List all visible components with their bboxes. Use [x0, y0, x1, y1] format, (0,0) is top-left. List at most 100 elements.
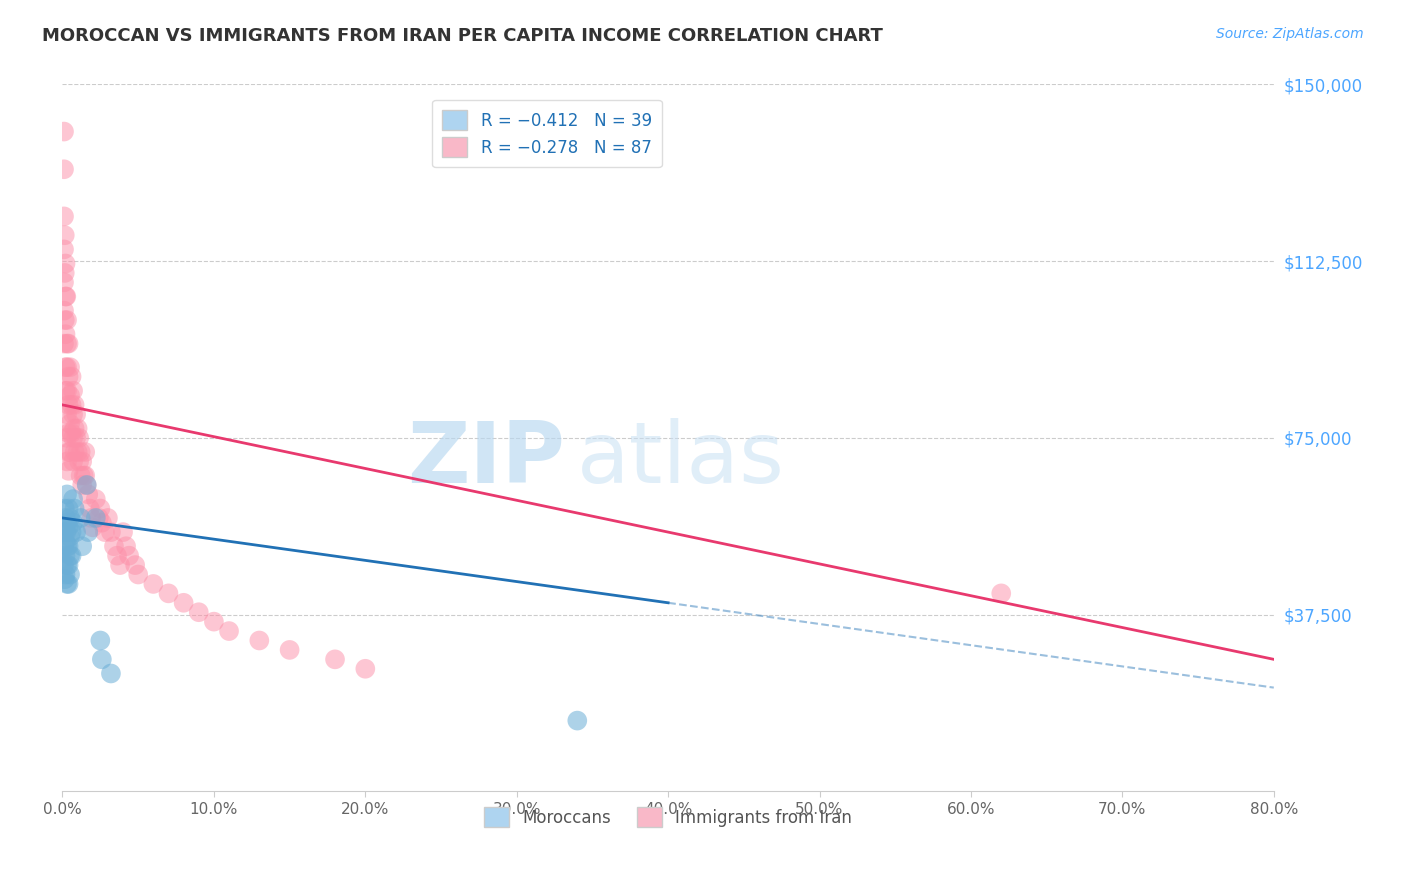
Point: [56, 487, 79, 501]
Point: [63, 421, 86, 435]
Point: [62, 454, 84, 468]
Point: [70, 478, 93, 492]
Point: [55, 567, 77, 582]
Point: [58, 336, 80, 351]
Point: [56, 360, 79, 375]
Point: [58, 426, 80, 441]
Point: [67, 431, 90, 445]
Point: [53, 558, 76, 573]
Point: [62, 384, 84, 398]
Point: [53, 336, 76, 351]
Point: [55, 327, 77, 342]
Point: [53, 501, 76, 516]
Point: [60, 549, 83, 563]
Point: [354, 662, 377, 676]
Point: [56, 516, 79, 530]
Point: [62, 516, 84, 530]
Point: [53, 266, 76, 280]
Point: [59, 417, 82, 431]
Point: [55, 256, 77, 270]
Point: [58, 577, 80, 591]
Point: [65, 407, 87, 421]
Point: [105, 549, 128, 563]
Point: [53, 572, 76, 586]
Point: [66, 445, 89, 459]
Point: [103, 539, 125, 553]
Point: [56, 407, 79, 421]
Point: [60, 398, 83, 412]
Text: ZIP: ZIP: [408, 417, 565, 500]
Point: [70, 539, 93, 553]
Point: [59, 445, 82, 459]
Point: [100, 525, 122, 540]
Point: [84, 492, 107, 507]
Point: [62, 407, 84, 421]
Point: [69, 445, 91, 459]
Point: [53, 276, 76, 290]
Point: [58, 501, 80, 516]
Point: [77, 487, 100, 501]
Point: [60, 369, 83, 384]
Point: [75, 445, 97, 459]
Point: [66, 421, 89, 435]
Point: [100, 666, 122, 681]
Point: [58, 464, 80, 478]
Point: [53, 210, 76, 224]
Point: [127, 567, 149, 582]
Point: [58, 539, 80, 553]
Point: [55, 289, 77, 303]
Point: [82, 520, 104, 534]
Text: MOROCCAN VS IMMIGRANTS FROM IRAN PER CAPITA INCOME CORRELATION CHART: MOROCCAN VS IMMIGRANTS FROM IRAN PER CAP…: [42, 27, 883, 45]
Point: [55, 384, 77, 398]
Point: [60, 525, 83, 540]
Point: [90, 516, 112, 530]
Point: [80, 511, 103, 525]
Point: [63, 445, 86, 459]
Point: [124, 558, 146, 573]
Point: [173, 596, 195, 610]
Point: [142, 577, 165, 591]
Point: [157, 586, 180, 600]
Point: [55, 525, 77, 540]
Point: [70, 454, 93, 468]
Point: [53, 162, 76, 177]
Text: atlas: atlas: [578, 417, 786, 500]
Point: [53, 313, 76, 327]
Text: Source: ZipAtlas.com: Source: ZipAtlas.com: [1216, 27, 1364, 41]
Point: [89, 501, 111, 516]
Point: [56, 313, 79, 327]
Point: [59, 549, 82, 563]
Point: [202, 615, 225, 629]
Legend: Moroccans, Immigrants from Iran: Moroccans, Immigrants from Iran: [478, 800, 859, 834]
Point: [55, 360, 77, 375]
Point: [59, 530, 82, 544]
Point: [278, 643, 301, 657]
Point: [76, 478, 98, 492]
Point: [53, 243, 76, 257]
Point: [97, 511, 120, 525]
Point: [990, 586, 1012, 600]
Point: [112, 525, 135, 540]
Point: [56, 384, 79, 398]
Point: [55, 289, 77, 303]
Point: [79, 501, 101, 516]
Point: [323, 652, 346, 666]
Point: [58, 398, 80, 412]
Point: [69, 511, 91, 525]
Point: [89, 633, 111, 648]
Point: [118, 549, 141, 563]
Point: [59, 511, 82, 525]
Point: [56, 431, 79, 445]
Point: [59, 360, 82, 375]
Point: [65, 431, 87, 445]
Point: [56, 558, 79, 573]
Point: [63, 398, 86, 412]
Point: [58, 520, 80, 534]
Point: [187, 605, 209, 619]
Point: [59, 388, 82, 402]
Point: [55, 534, 77, 549]
Point: [58, 369, 80, 384]
Point: [115, 539, 138, 553]
Point: [58, 558, 80, 573]
Point: [53, 228, 76, 243]
